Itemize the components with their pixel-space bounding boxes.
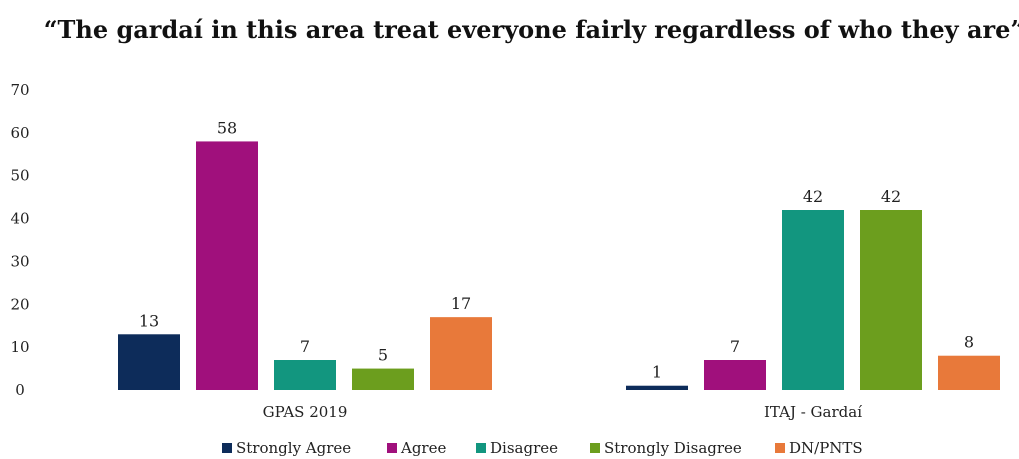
legend-swatch	[775, 443, 785, 453]
y-tick-label: 50	[10, 167, 29, 185]
legend-entry: Strongly Agree	[236, 439, 351, 457]
legend-entry: Disagree	[490, 439, 558, 457]
legend-entry: Strongly Disagree	[604, 439, 742, 457]
data-label: 42	[803, 187, 823, 206]
y-axis: 0 10 20 30 40 50 60 70	[10, 81, 29, 399]
bar	[118, 334, 180, 390]
bar	[196, 141, 258, 390]
y-tick-label: 60	[10, 124, 29, 142]
data-label: 13	[139, 311, 159, 330]
data-label: 7	[300, 337, 310, 356]
bar	[274, 360, 336, 390]
y-tick-label: 10	[10, 338, 29, 356]
category-labels: GPAS 2019 ITAJ - Gardaí	[263, 403, 863, 421]
bar	[626, 385, 688, 390]
y-tick-label: 40	[10, 210, 29, 228]
legend-swatch	[590, 443, 600, 453]
data-label: 8	[964, 333, 974, 352]
chart-title: “The gardaí in this area treat everyone …	[44, 15, 1019, 44]
y-tick-label: 0	[15, 381, 25, 399]
bar	[704, 360, 766, 390]
category-label: ITAJ - Gardaí	[764, 403, 862, 421]
bar	[860, 210, 922, 390]
data-label: 17	[451, 294, 471, 313]
data-label: 58	[217, 118, 237, 137]
bar	[352, 368, 414, 390]
legend-entry: DN/PNTS	[789, 439, 863, 457]
bar	[782, 210, 844, 390]
data-label: 1	[652, 363, 662, 382]
data-label: 42	[881, 187, 901, 206]
data-label: 7	[730, 337, 740, 356]
legend-swatch	[476, 443, 486, 453]
legend-entry: Agree	[400, 439, 446, 457]
legend-swatch	[222, 443, 232, 453]
category-label: GPAS 2019	[263, 403, 348, 421]
legend-swatch	[387, 443, 397, 453]
y-tick-label: 30	[10, 252, 29, 270]
bar	[938, 355, 1000, 390]
data-label: 5	[378, 346, 388, 365]
legend: Strongly Agree Agree Disagree Strongly Disa…	[222, 439, 863, 457]
y-tick-label: 70	[10, 81, 29, 99]
bar	[430, 317, 492, 390]
y-tick-label: 20	[10, 295, 29, 313]
